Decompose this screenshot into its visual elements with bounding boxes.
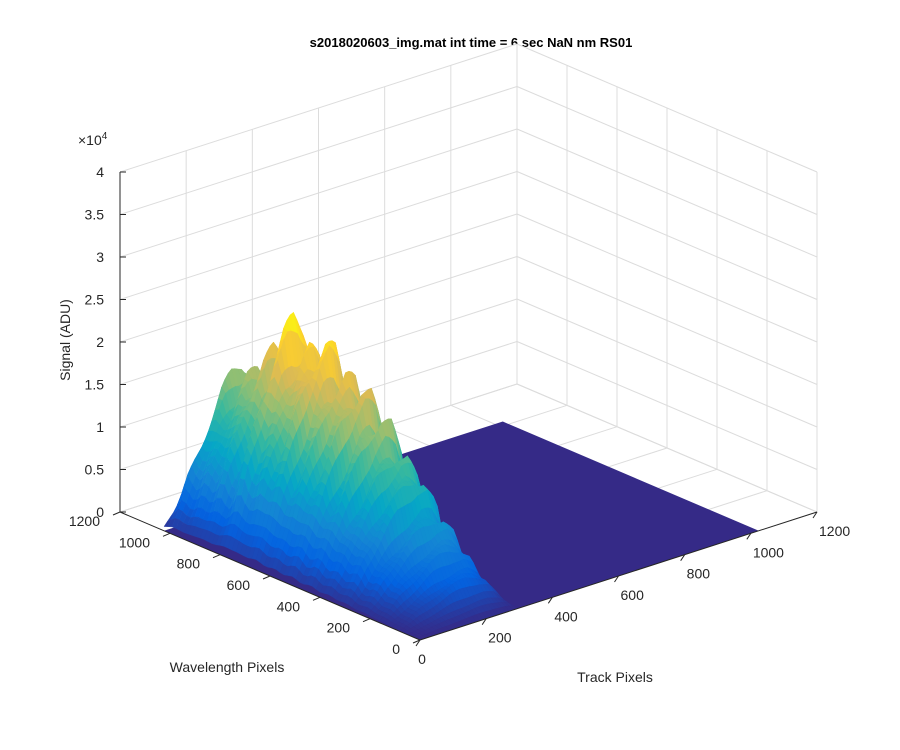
x-tick-mark — [746, 533, 752, 540]
z-tick-label: 3.5 — [85, 207, 105, 223]
chart-title: s2018020603_img.mat int time = 6 sec NaN… — [310, 35, 633, 50]
wall-gridline-z — [119, 171, 518, 300]
y-tick-mark — [362, 618, 371, 623]
wall-gridline-z2 — [516, 171, 818, 300]
z-tick-label: 3 — [96, 249, 104, 265]
wall-gridline-z2 — [516, 86, 818, 215]
y-tick-mark — [212, 554, 221, 559]
wall-gridline-z2 — [516, 383, 818, 513]
z-exponent-power: 4 — [102, 131, 108, 142]
x-tick-mark — [415, 639, 421, 647]
y-tick-mark — [412, 639, 421, 644]
y-tick-mark — [262, 575, 271, 580]
z-tick-label: 0.5 — [85, 462, 105, 478]
wall-gridline-z2 — [516, 43, 818, 173]
surface-mesh — [163, 311, 759, 641]
y-tick-mark — [112, 511, 121, 516]
x-tick-mark — [680, 554, 686, 561]
y-tick-label: 1000 — [119, 534, 150, 550]
z-exponent-base: ×10 — [78, 132, 102, 148]
y-tick-label: 0 — [392, 641, 400, 657]
x-tick-label: 1200 — [819, 523, 850, 539]
x-tick-mark — [481, 618, 487, 625]
wall-gridline-z — [119, 256, 518, 385]
z-tick-label: 2.5 — [85, 292, 105, 308]
x-tick-label: 200 — [488, 630, 512, 646]
y-tick-mark — [162, 532, 171, 537]
z-exponent-label: ×104 — [78, 131, 108, 148]
y-tick-label: 200 — [327, 620, 351, 636]
wall-gridline-z2 — [516, 213, 818, 343]
wall-gridline-z — [119, 86, 518, 215]
wall-gridline-z2 — [516, 298, 818, 428]
wall-gridline-z — [119, 128, 518, 258]
y-tick-label: 1200 — [69, 513, 100, 529]
z-axis-label: Signal (ADU) — [57, 299, 73, 381]
x-tick-label: 800 — [687, 566, 711, 582]
wall-gridline-z — [119, 43, 518, 173]
x-tick-label: 400 — [554, 608, 578, 624]
z-tick-label: 0 — [96, 504, 104, 520]
x-tick-mark — [614, 575, 619, 583]
z-tick-label: 1.5 — [85, 377, 105, 393]
z-tick-label: 1 — [96, 419, 104, 435]
x-tick-label: 1000 — [753, 544, 784, 560]
y-tick-mark — [312, 596, 321, 601]
x-tick-label: 600 — [621, 587, 645, 603]
x-axis-label: Track Pixels — [577, 669, 653, 685]
axis-ticks: 0200400600800100012000200400600800100012… — [69, 164, 851, 667]
y-tick-label: 800 — [177, 556, 201, 572]
wall-gridline-z2 — [516, 341, 818, 470]
z-tick-label: 2 — [96, 334, 104, 350]
y-tick-label: 600 — [227, 577, 251, 593]
y-axis-label: Wavelength Pixels — [170, 659, 285, 675]
y-tick-label: 400 — [277, 598, 301, 614]
wall-gridline-z — [119, 213, 518, 343]
x-tick-label: 0 — [418, 651, 426, 667]
wall-gridline-z2 — [516, 256, 818, 385]
x-tick-mark — [812, 511, 818, 519]
wall-gridline-z2 — [516, 128, 818, 258]
z-tick-label: 4 — [96, 164, 104, 180]
x-tick-mark — [547, 597, 553, 604]
